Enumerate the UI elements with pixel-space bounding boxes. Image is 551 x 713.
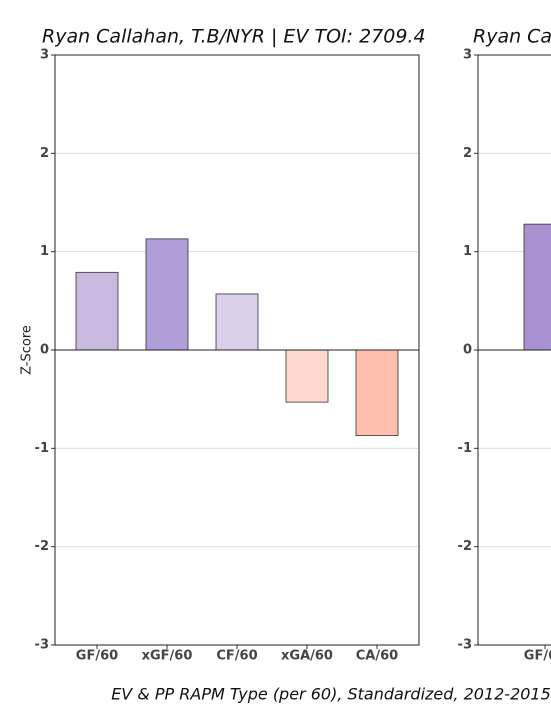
bar: [355, 349, 399, 436]
bar: [523, 223, 551, 351]
x-tick-label: CA/60: [356, 649, 398, 664]
plot-frame: [477, 54, 551, 646]
x-tick-label: GF/60: [524, 649, 551, 664]
y-tick-label: 2: [40, 146, 49, 161]
y-axis-label: Z-Score: [20, 325, 35, 375]
y-tick-label: 0: [40, 343, 49, 358]
bar: [75, 271, 119, 351]
y-tick-label: -3: [35, 638, 49, 653]
y-tick-label: 1: [40, 244, 49, 259]
y-tick-label: 1: [463, 244, 472, 259]
x-tick-label: GF/60: [76, 649, 118, 664]
bar: [145, 238, 189, 351]
y-tick-label: 3: [463, 48, 472, 63]
y-tick-label: -2: [35, 539, 49, 554]
x-tick-label: xGF/60: [142, 649, 193, 664]
x-axis-label: EV & PP RAPM Type (per 60), Standardized…: [111, 685, 551, 704]
y-tick-label: -2: [458, 539, 472, 554]
x-tick-label: xGA/60: [281, 649, 333, 664]
y-tick-label: -1: [35, 441, 49, 456]
plot-frame: [54, 54, 420, 646]
y-tick-label: -3: [458, 638, 472, 653]
bar: [215, 293, 259, 351]
chart-title: Ryan Callahan, T.B/NYR | EV TOI: 2709.4: [42, 26, 426, 48]
y-tick-label: 3: [40, 48, 49, 63]
y-tick-label: 2: [463, 146, 472, 161]
bar: [285, 349, 329, 403]
y-tick-label: -1: [458, 441, 472, 456]
x-tick-label: CF/60: [216, 649, 257, 664]
chart-title: Ryan Ca: [473, 26, 551, 48]
y-tick-label: 0: [463, 343, 472, 358]
